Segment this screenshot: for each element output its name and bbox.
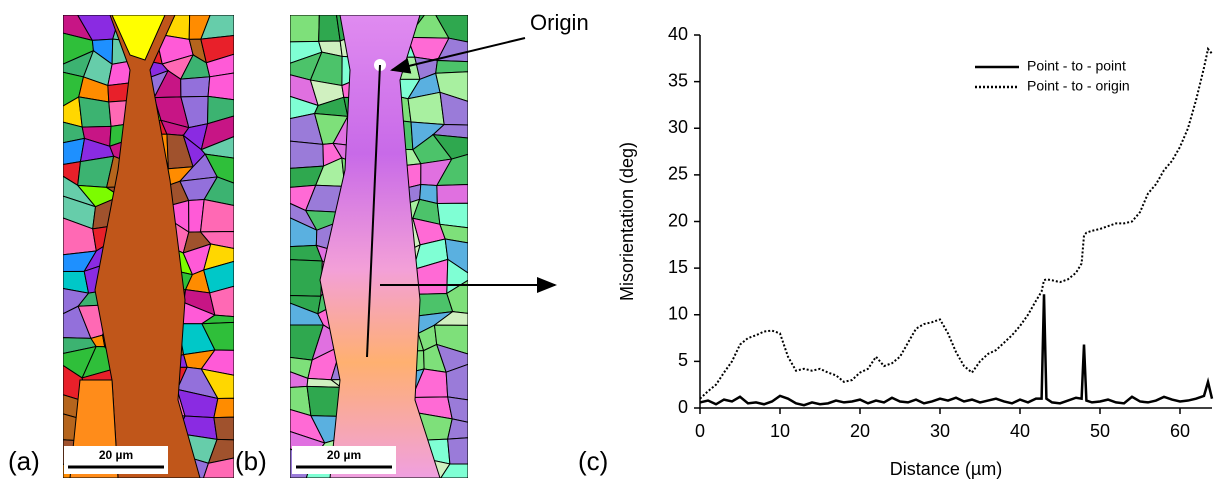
grain — [199, 198, 234, 233]
grain — [200, 349, 234, 376]
legend-label: Point - to - origin — [1027, 78, 1130, 94]
grain — [78, 96, 112, 128]
legend-label: Point - to - point — [1027, 58, 1126, 74]
x-tick-label: 20 — [850, 421, 870, 441]
panel-label: (c) — [578, 446, 608, 476]
grain — [444, 238, 468, 274]
grain — [200, 314, 234, 325]
grain — [435, 71, 468, 102]
grain — [436, 183, 468, 205]
grain — [306, 385, 342, 417]
y-tick-label: 30 — [668, 117, 688, 137]
origin-label: Origin — [530, 10, 589, 35]
series-line — [699, 294, 1214, 407]
grain — [207, 72, 234, 101]
grain — [207, 438, 234, 464]
grain — [94, 15, 201, 478]
y-tick-label: 5 — [678, 350, 688, 370]
grain — [432, 133, 468, 160]
grain — [200, 136, 234, 159]
scale-bar-label: 20 µm — [327, 448, 361, 462]
grain — [319, 15, 441, 478]
grain — [445, 363, 468, 401]
grain — [202, 457, 234, 478]
x-tick-label: 50 — [1090, 421, 1110, 441]
grain — [207, 95, 234, 125]
grain — [290, 15, 320, 43]
grain — [290, 259, 323, 297]
y-tick-label: 40 — [668, 24, 688, 44]
grain — [290, 140, 325, 169]
grain — [209, 285, 234, 318]
grain — [200, 368, 234, 399]
grain — [200, 15, 234, 40]
ebsd-map-b — [290, 15, 468, 478]
y-tick-label: 25 — [668, 164, 688, 184]
grain — [435, 343, 468, 373]
origin-arrow — [390, 37, 526, 74]
grain — [213, 416, 234, 441]
x-tick-label: 40 — [1010, 421, 1030, 441]
line-chart: 0 5 10 15 20 25 30 35 40 0 10 20 30 40 50 60 Distance (µ… — [617, 24, 1214, 479]
grain — [435, 59, 468, 74]
grain — [440, 463, 468, 478]
grain — [205, 53, 234, 78]
grain — [199, 231, 234, 250]
grain — [200, 115, 234, 151]
grain — [433, 324, 468, 355]
series-line — [699, 46, 1213, 400]
grain — [432, 311, 468, 326]
y-tick-label: 20 — [668, 210, 688, 230]
y-tick-label: 0 — [678, 397, 688, 417]
grain — [435, 153, 468, 187]
profile-line — [366, 64, 381, 358]
panel-label: (b) — [235, 446, 267, 476]
grain — [436, 202, 468, 229]
grain — [435, 15, 468, 43]
grain — [204, 153, 234, 184]
x-axis-title: Distance (µm) — [890, 459, 1002, 479]
x-tick-label: 60 — [1170, 421, 1190, 441]
grain — [447, 437, 468, 465]
scale-bar-box — [292, 446, 396, 474]
y-tick-label: 10 — [668, 304, 688, 324]
x-tick-label: 10 — [770, 421, 790, 441]
grain — [439, 223, 468, 244]
grain — [200, 35, 234, 64]
y-tick-label: 35 — [668, 70, 688, 90]
scale-bar-box — [64, 446, 168, 474]
grain — [111, 15, 166, 61]
panel-label: (a) — [8, 446, 40, 476]
grain — [446, 418, 468, 440]
scale-bar-label: 20 µm — [99, 448, 133, 462]
grain — [213, 397, 234, 419]
ebsd-map-a — [63, 15, 234, 478]
y-axis-title: Misorientation (deg) — [617, 142, 637, 301]
y-tick-label: 15 — [668, 257, 688, 277]
grain — [203, 176, 234, 207]
x-tick-label: 30 — [930, 421, 950, 441]
grain — [439, 91, 468, 126]
grain — [203, 260, 234, 294]
x-tick-label: 0 — [695, 421, 705, 441]
grain — [436, 37, 468, 63]
grain — [201, 321, 234, 351]
grain — [431, 123, 468, 139]
grain — [447, 396, 468, 423]
grain — [180, 76, 211, 98]
